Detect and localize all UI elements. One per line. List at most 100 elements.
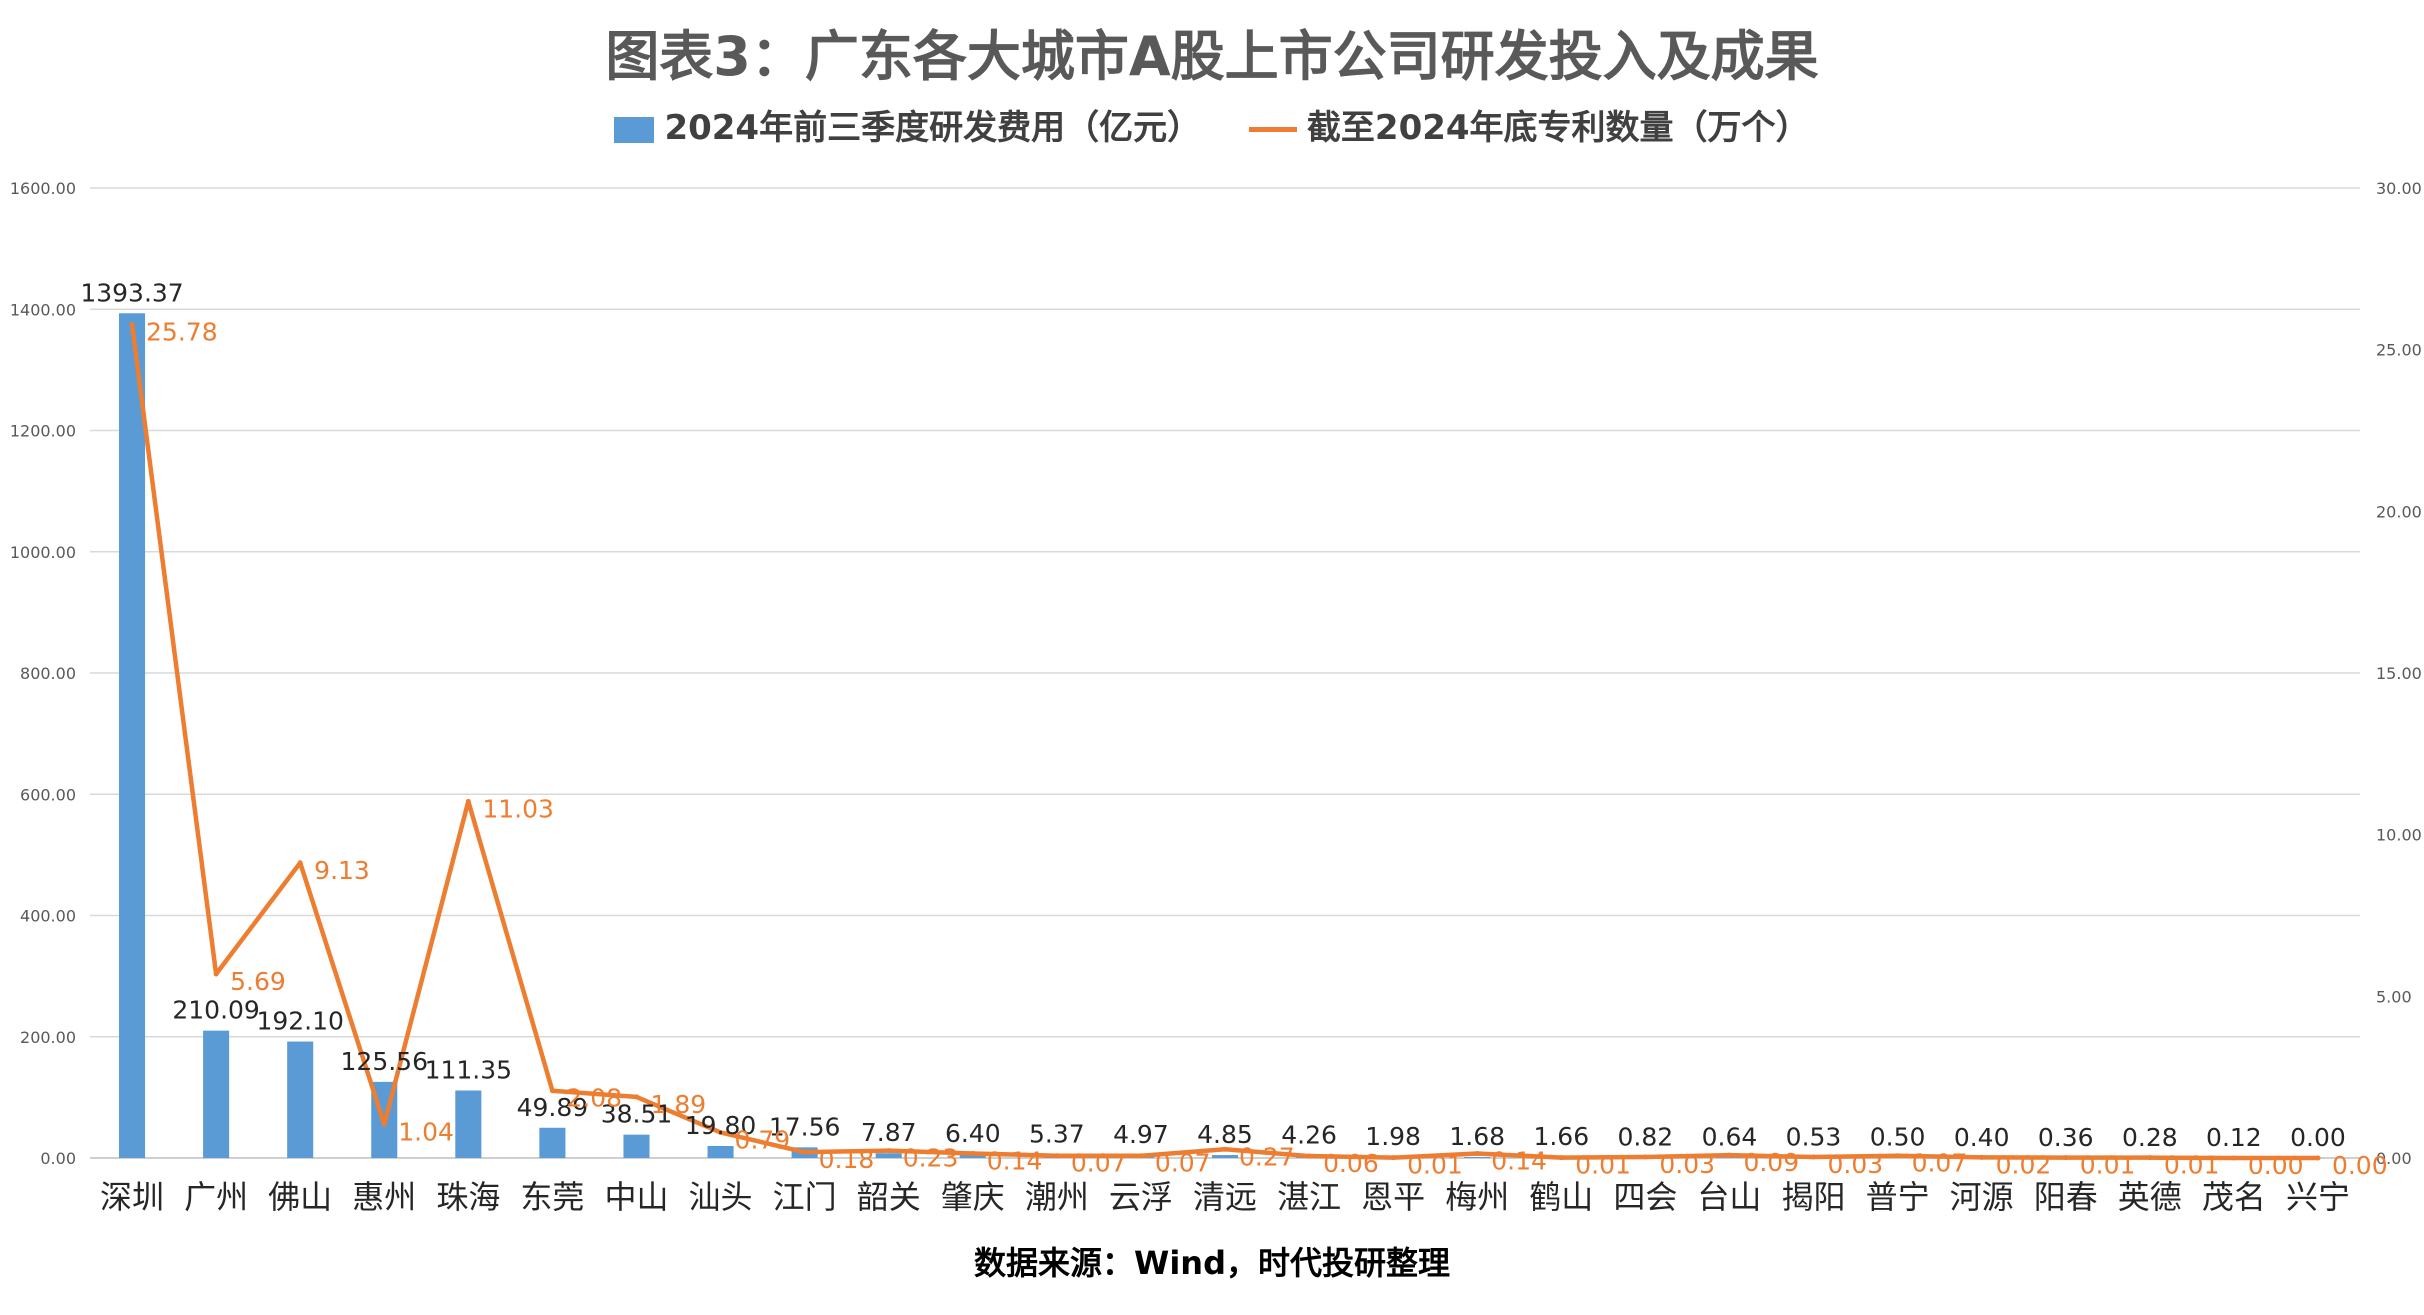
category-label: 惠州 [352, 1178, 416, 1216]
category-label: 恩平 [1361, 1178, 1425, 1216]
category-label: 肇庆 [941, 1178, 1005, 1216]
line-value-label: 2.08 [566, 1084, 622, 1113]
gridlines [90, 187, 2360, 1159]
bar [455, 1090, 482, 1158]
line-point [129, 321, 135, 327]
bar-value-label: 192.10 [256, 1007, 343, 1036]
bar-value-label: 0.36 [2038, 1123, 2094, 1152]
line-point [1558, 1155, 1564, 1161]
line-point [2063, 1155, 2069, 1161]
line-point [1138, 1153, 1144, 1159]
legend-item-patents: 截至2024年底专利数量（万个） [1248, 100, 1810, 149]
category-label: 汕头 [689, 1178, 753, 1216]
bar-value-label: 19.80 [685, 1111, 757, 1140]
line-point [465, 798, 471, 804]
line-value-label: 1.89 [650, 1090, 706, 1119]
source-note: 数据来源：Wind，时代投研整理 [974, 1244, 1450, 1282]
line-value-label: 0.01 [1407, 1151, 1463, 1180]
bar [707, 1145, 734, 1158]
line-value-label: 1.04 [398, 1117, 454, 1146]
bar-value-label: 4.85 [1197, 1120, 1253, 1149]
category-label: 广州 [184, 1178, 248, 1216]
category-label: 鹤山 [1529, 1178, 1593, 1216]
line-point [970, 1150, 976, 1156]
line-point [2147, 1155, 2153, 1161]
bar-value-label: 0.50 [1870, 1123, 1926, 1152]
line-value-label: 0.79 [735, 1125, 791, 1154]
line-value-label: 9.13 [314, 856, 370, 885]
category-label: 阳春 [2034, 1178, 2098, 1216]
category-label: 河源 [1950, 1178, 2014, 1216]
line-point [1726, 1152, 1732, 1158]
bar-series [119, 313, 2247, 1159]
category-label: 台山 [1697, 1178, 1761, 1216]
line-point [2231, 1155, 2237, 1161]
right-tick-label: 10.00 [2376, 826, 2422, 845]
line-value-label: 0.07 [1912, 1149, 1968, 1178]
line-value-label: 0.02 [1996, 1150, 2052, 1179]
bar [119, 313, 146, 1159]
bar [623, 1134, 650, 1158]
line-value-label: 11.03 [482, 794, 554, 823]
line-point [1222, 1146, 1228, 1152]
line-point [718, 1129, 724, 1135]
right-tick-label: 5.00 [2376, 987, 2412, 1006]
bar-value-label: 0.28 [2122, 1123, 2178, 1152]
line-point [2315, 1155, 2321, 1161]
line-point [633, 1094, 639, 1100]
line-point [1979, 1154, 1985, 1160]
left-tick-label: 1000.00 [10, 543, 76, 562]
line-value-label: 25.78 [146, 317, 218, 346]
line-point [1054, 1153, 1060, 1159]
left-tick-label: 200.00 [20, 1028, 76, 1047]
bar-value-label: 0.00 [2290, 1123, 2346, 1152]
category-label: 清远 [1193, 1178, 1257, 1216]
bar-value-label: 6.40 [945, 1119, 1001, 1148]
line-value-label: 0.18 [819, 1145, 875, 1174]
line-point [213, 971, 219, 977]
category-label: 揭阳 [1782, 1178, 1846, 1216]
left-tick-label: 800.00 [20, 664, 76, 683]
left-tick-label: 600.00 [20, 785, 76, 804]
line-value-label: 0.03 [1828, 1150, 1884, 1179]
line-value-label: 0.07 [1155, 1149, 1211, 1178]
bar-value-label: 0.40 [1954, 1123, 2010, 1152]
category-label: 潮州 [1025, 1178, 1089, 1216]
bar [1211, 1155, 1239, 1158]
category-label: 云浮 [1109, 1178, 1173, 1216]
right-tick-label: 15.00 [2376, 664, 2422, 683]
category-label: 中山 [604, 1178, 668, 1216]
bar-value-label: 1.98 [1365, 1122, 1421, 1151]
category-label: 佛山 [268, 1178, 332, 1216]
category-label: 湛江 [1277, 1178, 1341, 1216]
bar-value-label: 1393.37 [80, 278, 183, 307]
bar [203, 1030, 230, 1158]
legend-item-rd-expense: 2024年前三季度研发费用（亿元） [614, 100, 1201, 149]
left-tick-label: 0.00 [40, 1149, 76, 1168]
line-point [1306, 1153, 1312, 1159]
category-label: 梅州 [1445, 1178, 1509, 1216]
bar-value-label: 17.56 [769, 1112, 841, 1141]
category-label: 深圳 [100, 1178, 164, 1216]
bar-value-label: 1.68 [1449, 1122, 1505, 1151]
line-value-label: 0.14 [987, 1146, 1043, 1175]
left-tick-label: 400.00 [20, 907, 76, 926]
line-point [297, 860, 303, 866]
category-label: 东莞 [520, 1178, 584, 1216]
bar-value-label: 49.89 [517, 1093, 589, 1122]
left-axis: 0.00 200.00 400.00 600.00 800.00 1000.00 1200.… [10, 179, 76, 1168]
line-value-label: 0.06 [1323, 1149, 1379, 1178]
bar-value-label: 111.35 [425, 1055, 512, 1084]
line-point [1811, 1154, 1817, 1160]
legend-label-rd-expense: 2024年前三季度研发费用（亿元） [664, 108, 1202, 148]
left-tick-label: 1400.00 [10, 300, 76, 319]
right-tick-label: 0.00 [2376, 1149, 2412, 1168]
bar [959, 1154, 986, 1158]
bar [539, 1127, 566, 1158]
line-value-label: 0.27 [1239, 1142, 1295, 1171]
bar-value-label: 1.66 [1533, 1122, 1589, 1151]
category-label: 英德 [2118, 1178, 2182, 1216]
line-point [886, 1148, 892, 1154]
line-point [1895, 1153, 1901, 1159]
